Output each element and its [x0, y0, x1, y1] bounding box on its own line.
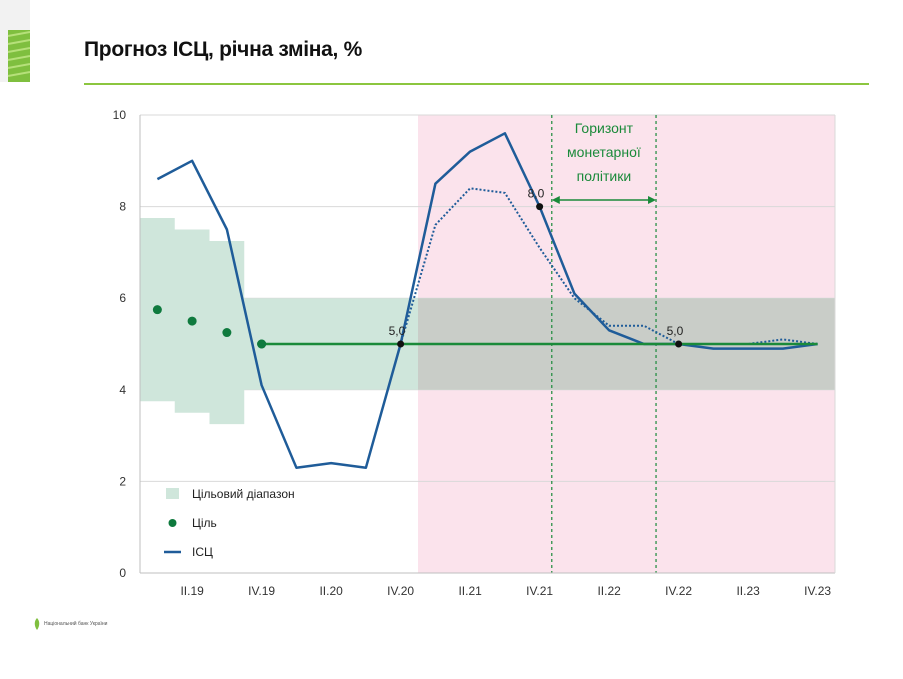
- x-tick-label: II.20: [319, 584, 343, 598]
- cpi-line: [156, 132, 818, 469]
- legend-label: Ціль: [192, 516, 217, 530]
- x-tick-label: II.19: [180, 584, 204, 598]
- annotation-point: [397, 340, 405, 348]
- x-tick-label: II.23: [736, 584, 760, 598]
- annotation-point: [675, 340, 683, 348]
- page-title: Прогноз ІСЦ, річна зміна, %: [84, 38, 362, 61]
- annotation-label: 5,0: [667, 324, 684, 338]
- target-point: [257, 339, 267, 349]
- x-tick-label: II.22: [597, 584, 621, 598]
- decorative-strip: [0, 0, 30, 82]
- horizon-arrow-right: [648, 196, 657, 204]
- annotation-point: [536, 203, 544, 211]
- x-tick-label: II.21: [458, 584, 482, 598]
- horizon-arrow-left: [551, 196, 560, 204]
- x-tick-label: IV.20: [387, 584, 414, 598]
- title-divider: [84, 83, 869, 85]
- x-tick-label: IV.21: [526, 584, 553, 598]
- nbu-logo: Національний банк України: [33, 618, 114, 630]
- y-tick-label: 8: [119, 200, 126, 214]
- y-tick-label: 4: [119, 383, 126, 397]
- legend-label: Цільовий діапазон: [192, 487, 295, 501]
- legend-label: ІСЦ: [192, 545, 213, 559]
- x-tick-label: IV.19: [248, 584, 275, 598]
- annotation-label: 5,0: [389, 324, 406, 338]
- x-tick-label: IV.23: [804, 584, 831, 598]
- horizon-label: Горизонт монетарної політики: [567, 120, 641, 184]
- target-point: [152, 305, 162, 315]
- y-tick-label: 10: [113, 108, 127, 122]
- target-point: [222, 328, 232, 338]
- annotation-label: 8,0: [528, 187, 545, 201]
- legend-swatch-dot: [168, 519, 177, 527]
- y-tick-label: 6: [119, 291, 126, 305]
- nbu-logo-text: Національний банк України: [44, 621, 108, 627]
- legend-swatch-band: [166, 488, 179, 499]
- x-tick-label: IV.22: [665, 584, 692, 598]
- target-point: [187, 316, 197, 326]
- nbu-logo-icon: [34, 618, 40, 630]
- y-tick-label: 0: [119, 566, 126, 580]
- y-tick-label: 2: [119, 474, 126, 488]
- previous-forecast-line: [399, 187, 818, 345]
